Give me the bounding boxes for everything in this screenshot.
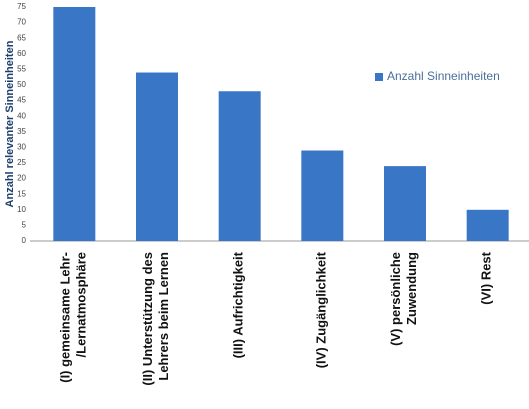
x-tick-label: (III) Aufrichtigkeit — [231, 251, 246, 358]
y-tick-label: 60 — [17, 49, 26, 58]
y-tick-label: 65 — [17, 33, 26, 42]
y-tick-label: 35 — [17, 127, 26, 136]
y-tick-label: 55 — [17, 65, 26, 74]
bar — [466, 209, 509, 241]
y-tick-label: 15 — [17, 189, 26, 198]
x-tick-label: (I) gemeinsame Lehr-/Lernatmosphäre — [58, 252, 89, 383]
y-tick-label: 0 — [22, 236, 27, 245]
y-tick-label: 40 — [17, 111, 26, 120]
y-tick-label: 70 — [17, 18, 26, 27]
y-tick-label: 50 — [17, 80, 26, 89]
legend-swatch — [375, 73, 383, 81]
x-tick-label: (V) persönlicheZuwendung — [388, 252, 419, 346]
y-tick-label: 30 — [17, 143, 26, 152]
y-tick-label: 25 — [17, 158, 26, 167]
bar — [301, 150, 344, 241]
y-tick-label: 75 — [17, 2, 26, 11]
bar — [136, 72, 178, 242]
y-tick-label: 20 — [17, 174, 26, 183]
y-tick-label: 45 — [17, 96, 26, 105]
x-tick-label: (II) Unterstützung desLehrers beim Lerne… — [140, 252, 171, 386]
x-tick-label: (IV) Zugänglichkeit — [314, 251, 329, 368]
bar — [53, 7, 96, 241]
x-tick-label: (VI) Rest — [479, 251, 494, 304]
bar — [384, 166, 426, 241]
legend-label: Anzahl Sinneinheiten — [387, 69, 500, 83]
y-axis-label: Anzahl relevanter Sinneinheiten — [4, 40, 16, 207]
y-tick-label: 5 — [22, 221, 27, 230]
y-tick-label: 10 — [17, 205, 26, 214]
bar — [218, 91, 261, 242]
